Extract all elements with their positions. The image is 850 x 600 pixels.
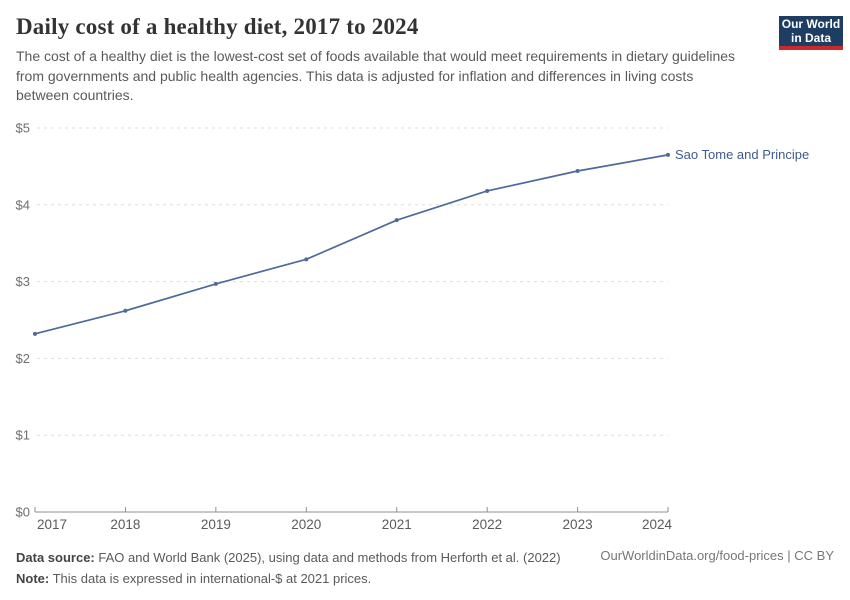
owid-logo-line1: Our World	[781, 17, 841, 31]
chart-subtitle: The cost of a healthy diet is the lowest…	[16, 48, 736, 103]
data-line	[34, 154, 669, 335]
page-title: Daily cost of a healthy diet, 2017 to 20…	[16, 14, 419, 39]
y-tick-label: $4	[16, 197, 30, 212]
x-tick-label: 2023	[563, 517, 593, 532]
y-tick-label: $1	[16, 428, 30, 443]
owid-logo: Our World in Data	[779, 16, 843, 50]
note-label: Note:	[16, 571, 50, 586]
x-tick-label: 2022	[472, 517, 502, 532]
footer-notes: Data source: FAO and World Bank (2025), …	[16, 547, 576, 589]
x-tick-label: 2021	[382, 517, 412, 532]
data-source-text: FAO and World Bank (2025), using data an…	[94, 550, 561, 565]
owid-logo-line2: in Data	[790, 31, 831, 45]
x-tick-label: 2024	[642, 517, 673, 532]
data-source-line: Data source: FAO and World Bank (2025), …	[16, 547, 576, 568]
data-point	[394, 218, 399, 223]
x-tick-label: 2020	[291, 517, 321, 532]
x-tick-label: 2019	[201, 517, 231, 532]
note-line: Note: This data is expressed in internat…	[16, 568, 576, 589]
note-text: This data is expressed in international-…	[49, 571, 372, 586]
data-point	[213, 281, 218, 286]
y-tick-label: $2	[16, 351, 30, 366]
y-tick-label: $3	[16, 274, 30, 289]
owid-url-license-link[interactable]: OurWorldinData.org/food-prices | CC BY	[600, 548, 834, 563]
data-point	[304, 257, 309, 262]
data-point	[575, 169, 580, 174]
data-point	[666, 152, 670, 157]
x-tick-label: 2018	[110, 517, 140, 532]
y-tick-label: $0	[16, 505, 30, 520]
y-tick-label: $5	[16, 121, 30, 136]
data-point	[485, 188, 490, 193]
data-point	[123, 308, 128, 313]
x-tick-label: 2017	[37, 517, 67, 532]
series-end-label: Sao Tome and Principe	[675, 147, 809, 162]
data-point	[33, 331, 37, 336]
data-source-label: Data source:	[16, 550, 95, 565]
